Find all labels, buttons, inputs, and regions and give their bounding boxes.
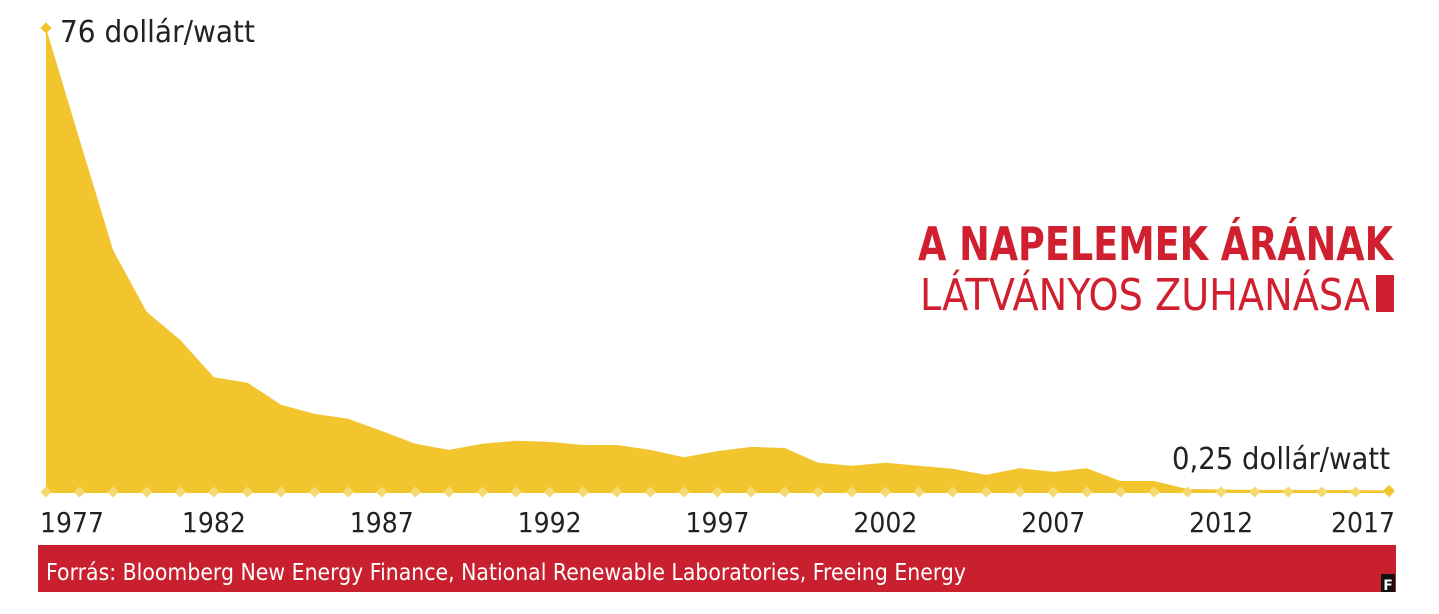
year-marker [1249,486,1261,498]
year-marker [1014,486,1026,498]
x-tick-label: 1977 [40,506,104,539]
year-marker [409,486,421,498]
year-marker [510,486,522,498]
x-tick-label: 1992 [518,506,582,539]
year-marker [745,486,757,498]
year-marker [1081,486,1093,498]
year-marker [241,486,254,498]
end-marker [40,22,52,34]
year-marker [644,486,657,498]
plot: 1977 1982 1987 1992 1997 2002 2007 2012 2017 [40,22,1395,539]
year-marker [980,486,992,498]
end-marker [1383,484,1395,497]
year-marker [913,486,925,498]
year-marker [678,486,690,498]
year-marker [1215,486,1227,498]
logo-box [1381,574,1395,592]
year-marker [40,486,52,498]
source: Forrás: Bloomberg New Energy Finance, Na… [46,560,966,586]
year-marker [1114,486,1127,498]
year-marker [1181,486,1194,498]
year-marker [308,486,321,498]
year-marker [476,486,489,498]
year-marker [342,486,354,498]
chart-title: A NAPELEMEK ÁRÁNAK [918,217,1395,271]
year-marker [812,486,824,498]
year-marker [208,486,220,498]
x-tick-label: 1982 [182,506,246,539]
source-bar [38,545,1396,592]
x-tick-label: 1987 [350,506,414,539]
x-tick-label: 2002 [853,506,917,539]
year-marker [611,486,623,498]
x-tick-label: 2007 [1021,506,1085,539]
title-square [1376,275,1394,312]
annotation: 0,25 dollár/watt [1172,442,1390,477]
x-tick-label: 2017 [1331,506,1395,539]
year-marker [275,486,287,498]
year-marker [846,486,858,498]
logo: F [1383,578,1393,594]
year-marker [1047,486,1059,498]
year-marker [778,486,791,498]
chart-subtitle: LÁTVÁNYOS ZUHANÁSA [920,268,1370,321]
year-marker [577,486,589,498]
annotation: 76 dollár/watt [60,15,255,50]
year-marker [711,486,724,498]
year-marker [879,486,892,498]
x-tick-label: 1997 [686,506,750,539]
year-marker [443,486,455,498]
year-marker [1316,486,1328,498]
year-marker [174,486,186,498]
year-marker [543,486,556,498]
year-marker [1349,486,1362,498]
area [46,28,1389,492]
year-marker [141,486,153,498]
year-marker [1148,486,1160,498]
year-marker [946,486,959,498]
x-tick-label: 2012 [1189,506,1253,539]
year-marker [376,486,388,498]
year-marker [1282,486,1294,498]
